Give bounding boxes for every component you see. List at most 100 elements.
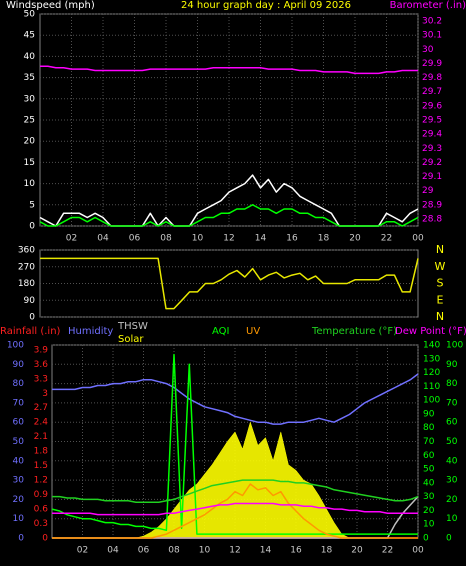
series-line	[39, 204, 419, 227]
y-tick-label: 20	[446, 495, 458, 505]
y-tick-label: 1.2	[34, 476, 48, 486]
x-tick-label: 14	[255, 234, 267, 244]
y-tick-label: 100	[7, 341, 24, 351]
x-tick-label: 08	[160, 234, 172, 244]
x-tick-label: 04	[107, 546, 119, 556]
legend-entry: Solar	[118, 334, 144, 345]
y-tick-label: 360	[18, 246, 35, 256]
y-tick-label: 29.3	[422, 144, 442, 154]
x-tick-label: 20	[349, 234, 361, 244]
y-tick-label: 130	[423, 354, 440, 364]
x-tick-label: 10	[192, 234, 204, 244]
y-tick-label: 90	[446, 360, 458, 370]
y-tick-label: 50	[24, 10, 36, 20]
x-tick-label: 14	[260, 546, 272, 556]
y-tick-label: 80	[423, 423, 435, 433]
x-tick-label: 06	[138, 546, 150, 556]
y-tick-label: 30.2	[422, 17, 442, 27]
y-tick-label: N	[436, 243, 444, 256]
legend-entry: THSW	[117, 321, 148, 332]
series-line	[52, 483, 418, 539]
header-label: Windspeed (mph)	[6, 0, 95, 11]
y-tick-label: 5	[29, 200, 35, 210]
y-tick-label: 3	[42, 389, 48, 399]
y-tick-label: 0	[446, 534, 452, 544]
y-tick-label: 29.4	[422, 130, 442, 140]
y-tick-label: 0	[18, 534, 24, 544]
y-tick-label: 30.1	[422, 31, 442, 41]
y-tick-label: 3.6	[34, 360, 49, 370]
x-tick-label: 22	[381, 234, 392, 244]
y-tick-label: 180	[18, 279, 35, 289]
legend-entry: Rainfall (.in)	[0, 326, 61, 337]
y-tick-label: 20	[24, 137, 36, 147]
x-tick-label: 16	[290, 546, 302, 556]
y-tick-label: 29.9	[422, 59, 442, 69]
series-line	[51, 353, 418, 535]
series-line	[52, 502, 418, 516]
y-tick-label: 50	[446, 437, 458, 447]
x-tick-label: 18	[321, 546, 333, 556]
x-tick-label: 02	[66, 234, 77, 244]
y-tick-label: 3.9	[34, 345, 49, 355]
y-tick-label: 270	[18, 262, 35, 272]
y-tick-label: 29.5	[422, 116, 442, 126]
y-tick-label: 15	[24, 158, 35, 168]
y-tick-label: 29.8	[422, 73, 442, 83]
y-tick-label: 40	[423, 478, 435, 488]
y-tick-label: 25	[24, 116, 35, 126]
y-tick-label: 50	[423, 465, 435, 475]
y-tick-label: 30	[423, 492, 435, 502]
y-tick-label: 140	[423, 341, 440, 351]
x-tick-label: 20	[351, 546, 363, 556]
y-tick-label: 110	[423, 382, 440, 392]
series-line	[52, 479, 419, 503]
y-tick-label: 28.9	[422, 200, 442, 210]
x-tick-label: 12	[229, 546, 240, 556]
y-tick-label: 40	[13, 456, 25, 466]
x-tick-label: 02	[77, 546, 88, 556]
y-tick-label: 40	[446, 456, 458, 466]
y-tick-label: 0	[42, 534, 48, 544]
x-tick-label: 22	[382, 546, 393, 556]
legend-entry: UV	[246, 326, 260, 337]
x-tick-label: 00	[412, 234, 424, 244]
x-tick-label: 08	[168, 546, 180, 556]
y-tick-label: 0.3	[34, 519, 48, 529]
y-tick-label: 0.9	[34, 490, 49, 500]
x-tick-label: 18	[318, 234, 330, 244]
y-tick-label: 30	[13, 476, 25, 486]
y-tick-label: 40	[24, 52, 36, 62]
y-tick-label: 30	[422, 45, 434, 55]
y-tick-label: 2.1	[34, 432, 48, 442]
y-tick-label: 20	[423, 506, 435, 516]
y-tick-label: 80	[446, 379, 458, 389]
y-tick-label: 60	[446, 418, 458, 428]
y-tick-label: 2.4	[34, 418, 49, 428]
y-tick-label: 70	[423, 437, 435, 447]
legend-entry: Temperature (°F)	[311, 326, 397, 337]
y-tick-label: 35	[24, 73, 35, 83]
y-tick-label: 3.3	[34, 374, 48, 384]
series-line	[40, 65, 418, 75]
y-tick-label: 70	[13, 398, 25, 408]
y-tick-label: 30	[24, 94, 36, 104]
y-tick-label: 90	[24, 296, 36, 306]
y-tick-label: 100	[446, 341, 463, 351]
y-tick-label: 0	[423, 534, 429, 544]
header-label: 24 hour graph day : April 09 2026	[181, 0, 351, 11]
y-tick-label: 50	[13, 437, 25, 447]
y-tick-label: 29	[422, 186, 434, 196]
y-tick-label: S	[437, 277, 444, 290]
x-tick-label: 00	[412, 546, 424, 556]
x-tick-label: 16	[286, 234, 298, 244]
x-tick-label: 12	[223, 234, 234, 244]
y-tick-label: 28.8	[422, 214, 442, 224]
y-tick-label: 90	[13, 360, 25, 370]
y-tick-label: 10	[24, 179, 36, 189]
y-tick-label: 10	[446, 514, 458, 524]
y-tick-label: 29.2	[422, 158, 442, 168]
x-tick-label: 04	[97, 234, 109, 244]
header-label: Barometer (.in)	[390, 0, 466, 11]
y-tick-label: 90	[423, 409, 435, 419]
